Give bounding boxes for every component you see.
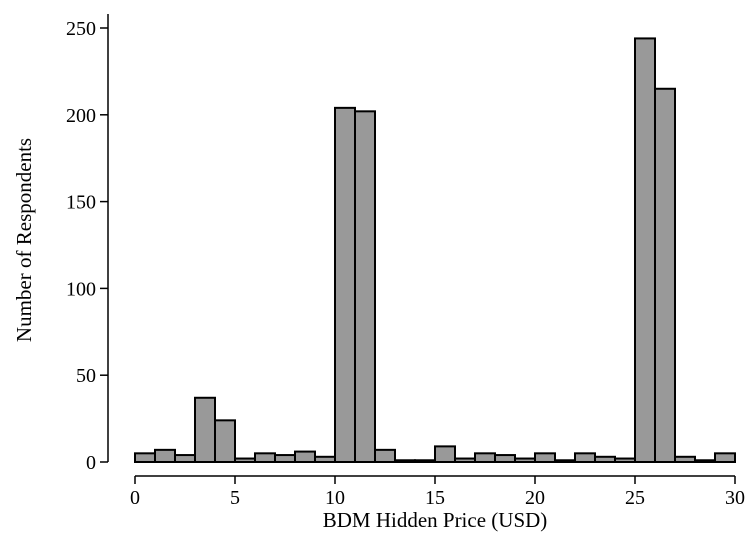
bars-group: [134, 37, 736, 464]
y-tick-label-2: 100: [66, 278, 96, 300]
x-ticks-group: 0 5 10 15 20 25 30: [130, 476, 745, 509]
bar-bin-10: [334, 106, 356, 464]
bar-bin-8: [294, 450, 316, 464]
x-tick-label-5: 25: [625, 487, 645, 509]
bar-bin-27: [674, 455, 696, 463]
bar-bin-29: [714, 452, 736, 464]
y-tick-label-1: 50: [76, 365, 96, 387]
bar-bin-12: [374, 448, 396, 463]
bar-bin-9: [314, 455, 336, 463]
bar-bin-14: [414, 459, 436, 464]
bar-bin-20: [534, 452, 556, 464]
bar-bin-11: [354, 110, 376, 463]
bar-bin-19: [514, 457, 536, 464]
bar-bin-25: [634, 37, 656, 464]
x-axis-title: BDM Hidden Price (USD): [323, 508, 548, 532]
x-tick-label-4: 20: [525, 487, 545, 509]
bar-bin-6: [254, 452, 276, 464]
y-axis-title: Number of Respondents: [12, 138, 36, 342]
bar-bin-7: [274, 454, 296, 463]
bar-bin-2: [174, 454, 196, 463]
bar-bin-4: [214, 419, 236, 463]
x-tick-label-1: 5: [230, 487, 240, 509]
x-tick-label-6: 30: [725, 487, 745, 509]
bar-bin-15: [434, 445, 456, 464]
bar-bin-3: [194, 396, 216, 464]
x-tick-label-2: 10: [325, 487, 345, 509]
bar-bin-1: [154, 448, 176, 463]
y-ticks-group: 0 50 100 150 200 250: [66, 18, 108, 474]
bar-bin-13: [394, 459, 416, 464]
y-tick-label-4: 200: [66, 105, 96, 127]
y-tick-label-5: 250: [66, 18, 96, 40]
bar-bin-5: [234, 457, 256, 464]
bar-bin-17: [474, 452, 496, 464]
bar-bin-23: [594, 455, 616, 463]
bar-bin-22: [574, 452, 596, 464]
bar-bin-18: [494, 454, 516, 463]
bar-bin-0: [134, 452, 156, 464]
bar-bin-26: [654, 87, 676, 463]
bar-bin-24: [614, 457, 636, 464]
x-tick-label-3: 15: [425, 487, 445, 509]
y-tick-label-0: 0: [86, 452, 96, 474]
y-tick-label-3: 150: [66, 192, 96, 214]
bar-bin-16: [454, 457, 476, 464]
bar-bin-21: [554, 459, 576, 464]
x-tick-label-0: 0: [130, 487, 140, 509]
bar-bin-28: [694, 459, 716, 464]
